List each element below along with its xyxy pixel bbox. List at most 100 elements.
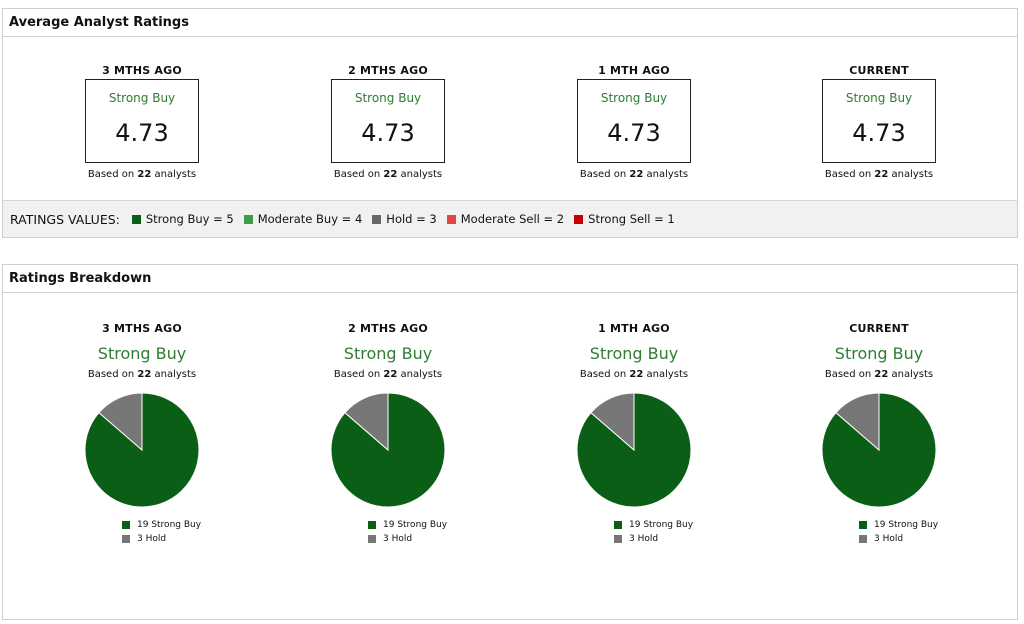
pie-legend-label: 19 Strong Buy: [629, 520, 694, 530]
legend-strong-sell: Strong Sell = 1: [574, 212, 675, 226]
pie-slice-hold: [835, 392, 880, 452]
rating-score: 4.73: [115, 119, 169, 147]
based-on-text: Based on 22 analysts: [52, 169, 232, 180]
rating-label: Strong Buy: [845, 91, 913, 105]
pie-slice-hold: [98, 392, 143, 452]
based-prefix: Based on: [579, 369, 627, 380]
rating-label: Strong Buy: [834, 344, 924, 363]
based-prefix: Based on: [87, 169, 135, 180]
period-label: CURRENT: [849, 322, 909, 335]
pie-legend-hold: 3 Hold: [614, 534, 694, 544]
hold-swatch: [372, 214, 382, 224]
rating-label: Strong Buy: [589, 344, 679, 363]
legend-label: Strong Buy = 5: [145, 212, 234, 226]
based-on-text: Based on 22 analysts: [52, 369, 232, 380]
pie-legend-label: 3 Hold: [137, 534, 167, 544]
hold-swatch: [122, 535, 130, 543]
legend-moderate-buy: Moderate Buy = 4: [243, 212, 363, 226]
based-suffix: analysts: [646, 369, 689, 380]
ratings-pie-chart: [330, 392, 446, 508]
analyst-count: 22: [629, 369, 644, 380]
pie-chart-container: [82, 390, 202, 510]
pie-legend: 19 Strong Buy 3 Hold: [574, 520, 694, 544]
period-label: 3 MTHS AGO: [102, 64, 182, 77]
hold-swatch: [859, 535, 867, 543]
avg-column-3-months: 3 MTHS AGO Strong Buy 4.73 Based on 22 a…: [52, 64, 232, 180]
ratings-breakdown-title: Ratings Breakdown: [3, 265, 1017, 293]
legend-label: Strong Sell = 1: [588, 212, 675, 226]
strong-buy-swatch: [131, 214, 141, 224]
analyst-count: 22: [629, 169, 644, 180]
rating-score: 4.73: [852, 119, 906, 147]
pie-slice-hold: [344, 392, 389, 452]
based-prefix: Based on: [579, 169, 627, 180]
pie-legend-strong-buy: 19 Strong Buy: [122, 520, 202, 530]
breakdown-column-1-month: 1 MTH AGO Strong Buy Based on 22 analyst…: [544, 322, 724, 548]
rating-label: Strong Buy: [97, 344, 187, 363]
based-suffix: analysts: [400, 169, 443, 180]
rating-label: Strong Buy: [600, 91, 668, 105]
based-prefix: Based on: [333, 369, 381, 380]
strong-buy-swatch: [122, 521, 130, 529]
ratings-values-title: RATINGS VALUES:: [10, 211, 120, 227]
pie-legend-label: 19 Strong Buy: [874, 520, 939, 530]
pie-legend-hold: 3 Hold: [859, 534, 939, 544]
pie-chart-container: [574, 390, 694, 510]
pie-legend-hold: 3 Hold: [368, 534, 448, 544]
pie-legend: 19 Strong Buy 3 Hold: [82, 520, 202, 544]
moderate-sell-swatch: [446, 214, 456, 224]
pie-legend-label: 3 Hold: [383, 534, 413, 544]
ratings-pie-chart: [821, 392, 937, 508]
analyst-count: 22: [383, 169, 398, 180]
ratings-values-legend: RATINGS VALUES: Strong Buy = 5 Moderate …: [3, 200, 1017, 237]
strong-sell-swatch: [574, 214, 584, 224]
based-on-text: Based on 22 analysts: [544, 369, 724, 380]
pie-chart-container: [328, 390, 448, 510]
rating-label: Strong Buy: [108, 91, 176, 105]
rating-box: Strong Buy 4.73: [822, 79, 936, 163]
hold-swatch: [614, 535, 622, 543]
period-label: 2 MTHS AGO: [348, 64, 428, 77]
based-suffix: analysts: [400, 369, 443, 380]
based-on-text: Based on 22 analysts: [298, 369, 478, 380]
ratings-breakdown-panel: Ratings Breakdown 3 MTHS AGO Strong Buy …: [2, 264, 1018, 620]
analyst-count: 22: [874, 169, 889, 180]
pie-legend-label: 19 Strong Buy: [383, 520, 448, 530]
legend-label: Moderate Buy = 4: [257, 212, 363, 226]
pie-legend-strong-buy: 19 Strong Buy: [368, 520, 448, 530]
rating-label: Strong Buy: [354, 91, 422, 105]
period-label: 1 MTH AGO: [598, 64, 670, 77]
legend-strong-buy: Strong Buy = 5: [131, 212, 234, 226]
pie-chart-container: [819, 390, 939, 510]
analyst-count: 22: [137, 169, 152, 180]
period-label: 1 MTH AGO: [598, 322, 670, 335]
rating-score: 4.73: [607, 119, 661, 147]
breakdown-column-3-months: 3 MTHS AGO Strong Buy Based on 22 analys…: [52, 322, 232, 548]
legend-label: Hold = 3: [386, 212, 437, 226]
rating-box: Strong Buy 4.73: [85, 79, 199, 163]
rating-score: 4.73: [361, 119, 415, 147]
pie-legend: 19 Strong Buy 3 Hold: [328, 520, 448, 544]
based-prefix: Based on: [824, 169, 872, 180]
pie-legend: 19 Strong Buy 3 Hold: [819, 520, 939, 544]
average-ratings-title: Average Analyst Ratings: [3, 9, 1017, 37]
avg-column-1-month: 1 MTH AGO Strong Buy 4.73 Based on 22 an…: [544, 64, 724, 180]
legend-moderate-sell: Moderate Sell = 2: [446, 212, 565, 226]
moderate-buy-swatch: [243, 214, 253, 224]
based-on-text: Based on 22 analysts: [298, 169, 478, 180]
avg-column-2-months: 2 MTHS AGO Strong Buy 4.73 Based on 22 a…: [298, 64, 478, 180]
analyst-count: 22: [137, 369, 152, 380]
strong-buy-swatch: [368, 521, 376, 529]
analyst-count: 22: [383, 369, 398, 380]
breakdown-column-2-months: 2 MTHS AGO Strong Buy Based on 22 analys…: [298, 322, 478, 548]
based-suffix: analysts: [154, 369, 197, 380]
strong-buy-swatch: [614, 521, 622, 529]
avg-column-current: CURRENT Strong Buy 4.73 Based on 22 anal…: [789, 64, 969, 180]
pie-legend-hold: 3 Hold: [122, 534, 202, 544]
based-on-text: Based on 22 analysts: [789, 369, 969, 380]
breakdown-column-current: CURRENT Strong Buy Based on 22 analysts …: [789, 322, 969, 548]
legend-label: Moderate Sell = 2: [460, 212, 565, 226]
period-label: CURRENT: [849, 64, 909, 77]
strong-buy-swatch: [859, 521, 867, 529]
based-prefix: Based on: [333, 169, 381, 180]
